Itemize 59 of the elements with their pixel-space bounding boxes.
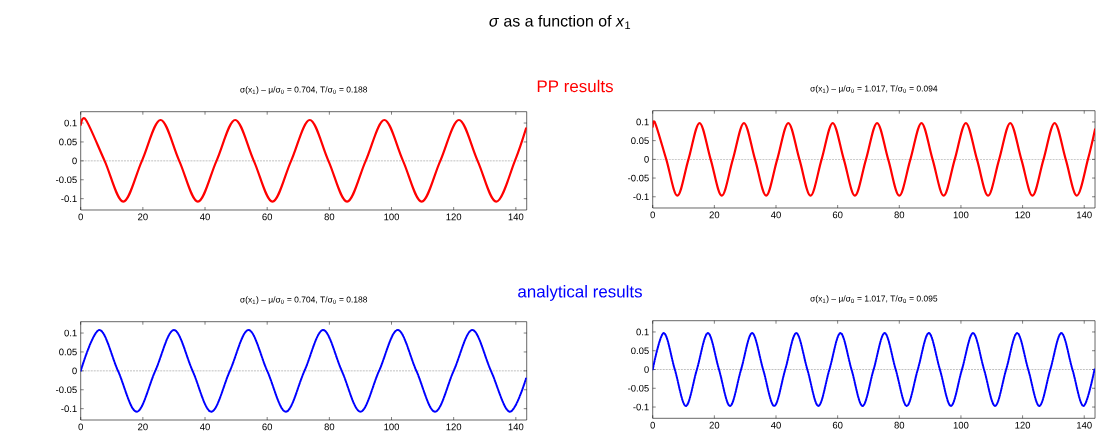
y-tick-label: 0.05 [59,138,77,146]
x-tick-label: 60 [832,211,843,219]
x-tick-label: 0 [78,213,83,221]
x-tick-label: 60 [832,421,843,429]
x-tick-label: 120 [1015,211,1031,219]
text: σ as a function of x$_{1}$ [489,14,631,30]
x-tick-label: 0 [78,423,83,431]
x-tick-label: 80 [894,421,905,429]
x-tick-label: 100 [384,423,400,431]
x-tick-label: 100 [953,421,969,429]
x-tick-label: 140 [508,213,524,221]
y-tick-label: 0 [72,367,77,375]
x-tick-label: 0 [650,421,655,429]
text: PP results [537,79,613,93]
y-tick-label: -0.1 [633,193,649,201]
x-tick-label: 140 [1077,421,1092,429]
y-tick-label: 0 [644,156,649,163]
y-tick-label: 0 [644,366,649,373]
y-tick-label: 0.1 [64,329,77,337]
y-tick-label: -0.05 [628,174,649,182]
chart-title: σ(x$_{1}$) – μ/σ$_{0}$ = 0.704, T/σ$_{0}$ = 0.188 [240,86,368,95]
x-tick-label: 140 [1077,211,1092,219]
x-tick-label: 80 [894,211,905,219]
chart-title: σ(x$_{1}$) – μ/σ$_{0}$ = 1.017, T/σ$_{0}$ = 0.094 [810,85,938,94]
y-tick-label: -0.1 [633,403,649,411]
x-tick-label: 20 [138,423,148,431]
x-tick-label: 80 [324,423,335,431]
x-tick-label: 20 [709,421,720,429]
x-tick-label: 120 [1015,421,1031,429]
y-tick-label: 0 [72,157,77,165]
chart-title: σ(x$_{1}$) – μ/σ$_{0}$ = 1.017, T/σ$_{0}$ = 0.095 [810,295,938,304]
x-tick-label: 80 [324,213,335,221]
x-tick-label: 40 [770,211,781,219]
x-tick-label: 20 [138,213,148,221]
x-tick-label: 100 [953,211,969,219]
x-tick-label: 0 [650,211,655,219]
x-tick-label: 60 [262,213,273,221]
y-tick-label: 0.05 [631,137,649,144]
y-tick-label: 0.1 [64,119,77,127]
y-tick-label: -0.1 [61,405,77,413]
x-tick-label: 40 [199,213,210,221]
y-tick-label: 0.1 [636,118,649,126]
y-tick-label: -0.05 [628,384,649,392]
text: analytical results [518,285,642,301]
x-tick-label: 40 [770,421,781,429]
x-tick-label: 120 [446,213,462,221]
x-tick-label: 100 [384,213,400,221]
y-tick-label: 0.05 [631,347,649,355]
x-tick-label: 140 [508,423,524,431]
y-tick-label: -0.05 [56,386,77,394]
x-tick-label: 40 [199,423,210,431]
x-tick-label: 20 [709,211,720,219]
y-tick-label: -0.1 [61,195,77,203]
y-tick-label: 0.1 [636,328,649,336]
y-tick-label: 0.05 [59,348,77,356]
x-tick-label: 60 [262,423,273,431]
x-tick-label: 120 [446,423,462,431]
y-tick-label: -0.05 [56,176,77,184]
chart-title: σ(x$_{1}$) – μ/σ$_{0}$ = 0.704, T/σ$_{0}$ = 0.188 [240,296,368,305]
